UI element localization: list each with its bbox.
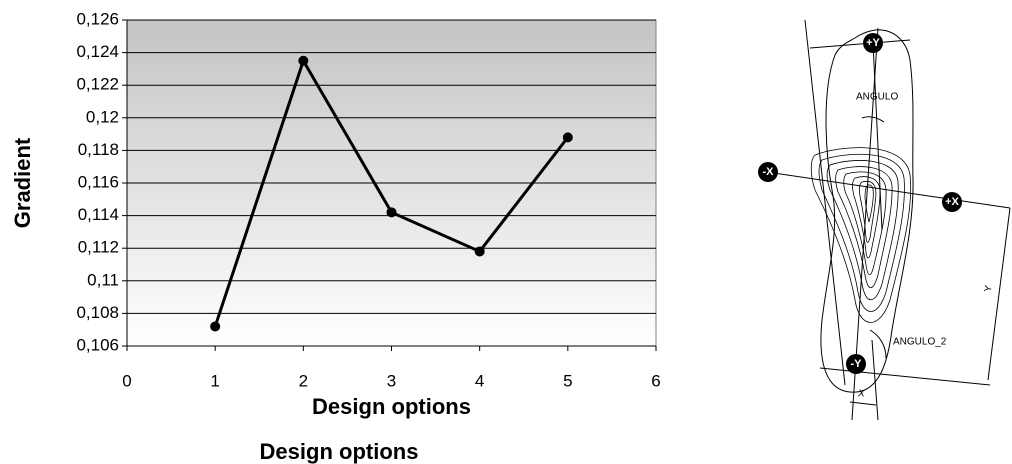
x-tick-label: 0 <box>122 371 131 390</box>
data-point <box>474 246 485 257</box>
point-label: -Y <box>851 358 863 370</box>
y-tick-label: 0,112 <box>78 238 119 257</box>
contours <box>810 147 912 323</box>
y-axis-title: Gradient <box>10 137 35 228</box>
y-tick-label: 0,114 <box>78 205 119 224</box>
data-point <box>386 207 397 218</box>
y-tick-label: 0,108 <box>76 303 119 322</box>
angle-label: ANGULO <box>856 92 898 103</box>
y-tick-label: 0,116 <box>78 172 119 191</box>
chart: 0,106 0,108 0,11 0,112 0,114 0,116 0,118 0,12 0,… <box>10 9 661 418</box>
point-label: +X <box>945 196 959 208</box>
caption: Design options <box>260 439 419 464</box>
y-tick-label: 0,118 <box>78 140 119 159</box>
dimension-label: X <box>857 389 865 400</box>
x-tick-label: 3 <box>387 371 396 390</box>
y-tick-label: 0,124 <box>76 42 119 61</box>
x-tick-label: 1 <box>210 371 219 390</box>
y-tick-label: 0,12 <box>86 107 119 126</box>
angle-label: ANGULO_2 <box>893 337 947 348</box>
data-point <box>210 321 221 332</box>
x-tick-label: 5 <box>563 371 572 390</box>
foot-diagram: +Y -X +X -Y ANGULO ANGULO_2 Y X <box>758 19 1011 421</box>
dimension-label: Y <box>983 284 995 293</box>
point-label: -X <box>763 166 775 178</box>
y-tick-label: 0,126 <box>76 9 119 28</box>
data-point <box>298 55 309 66</box>
x-axis-title: Design options <box>312 394 471 419</box>
data-point <box>562 132 573 143</box>
y-tick-label: 0,106 <box>76 335 119 354</box>
x-tick-label: 2 <box>299 371 308 390</box>
x-tick-label: 4 <box>475 371 484 390</box>
foot-outline <box>820 29 914 393</box>
x-tick-label: 6 <box>651 371 660 390</box>
y-tick-label: 0,11 <box>87 270 119 289</box>
y-tick-label: 0,122 <box>76 75 119 94</box>
point-label: +Y <box>866 37 880 49</box>
